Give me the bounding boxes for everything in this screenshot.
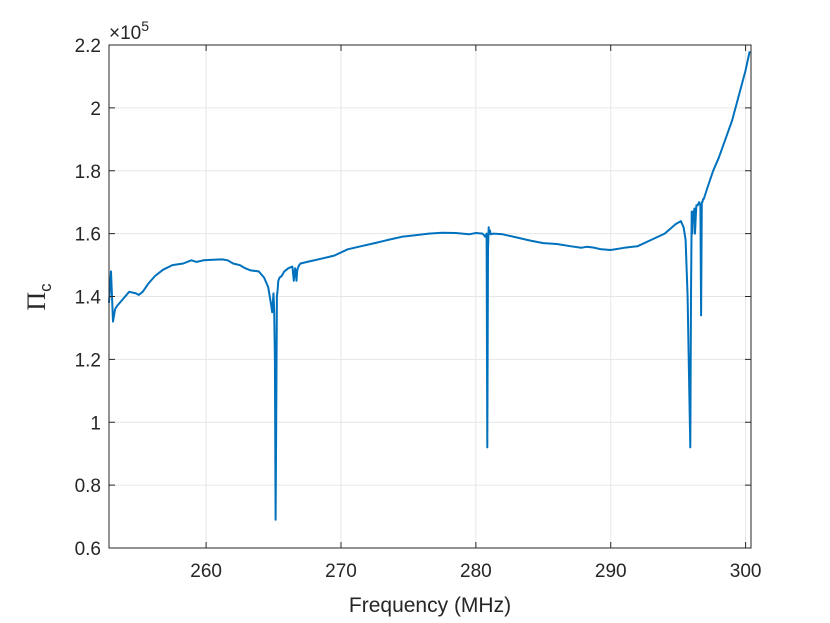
y-axis-label: Πc <box>22 283 55 311</box>
y-tick-label: 1.2 <box>75 350 101 371</box>
svg-text:Πc: Πc <box>22 283 55 311</box>
series-layer <box>108 51 751 521</box>
x-tick-label: 270 <box>325 561 357 582</box>
series-line <box>108 51 751 521</box>
x-tick-label: 280 <box>460 561 492 582</box>
x-axis-label: Frequency (MHz) <box>349 594 511 617</box>
x-tick-label: 300 <box>730 561 762 582</box>
x-tick-labels: 260 270 280 290 300 <box>190 561 761 582</box>
y-tick-label: 2 <box>90 99 101 120</box>
x-tick-label: 290 <box>595 561 627 582</box>
y-tick-label: 1.6 <box>75 225 101 246</box>
y-tick-label: 1.4 <box>75 288 102 309</box>
y-tick-label: 1 <box>90 413 101 434</box>
x-tick-label: 260 <box>190 561 222 582</box>
y-tick-label: 0.8 <box>75 476 101 497</box>
y-tick-label: 1.8 <box>75 162 101 183</box>
tick-marks <box>109 44 751 549</box>
y-tick-label: 2.2 <box>75 36 101 57</box>
y-exponent-label: ×105 <box>109 18 149 44</box>
y-tick-label: 0.6 <box>75 539 101 560</box>
y-tick-labels: 0.6 0.8 1 1.2 1.4 1.6 1.8 2 2.2 <box>75 36 102 560</box>
